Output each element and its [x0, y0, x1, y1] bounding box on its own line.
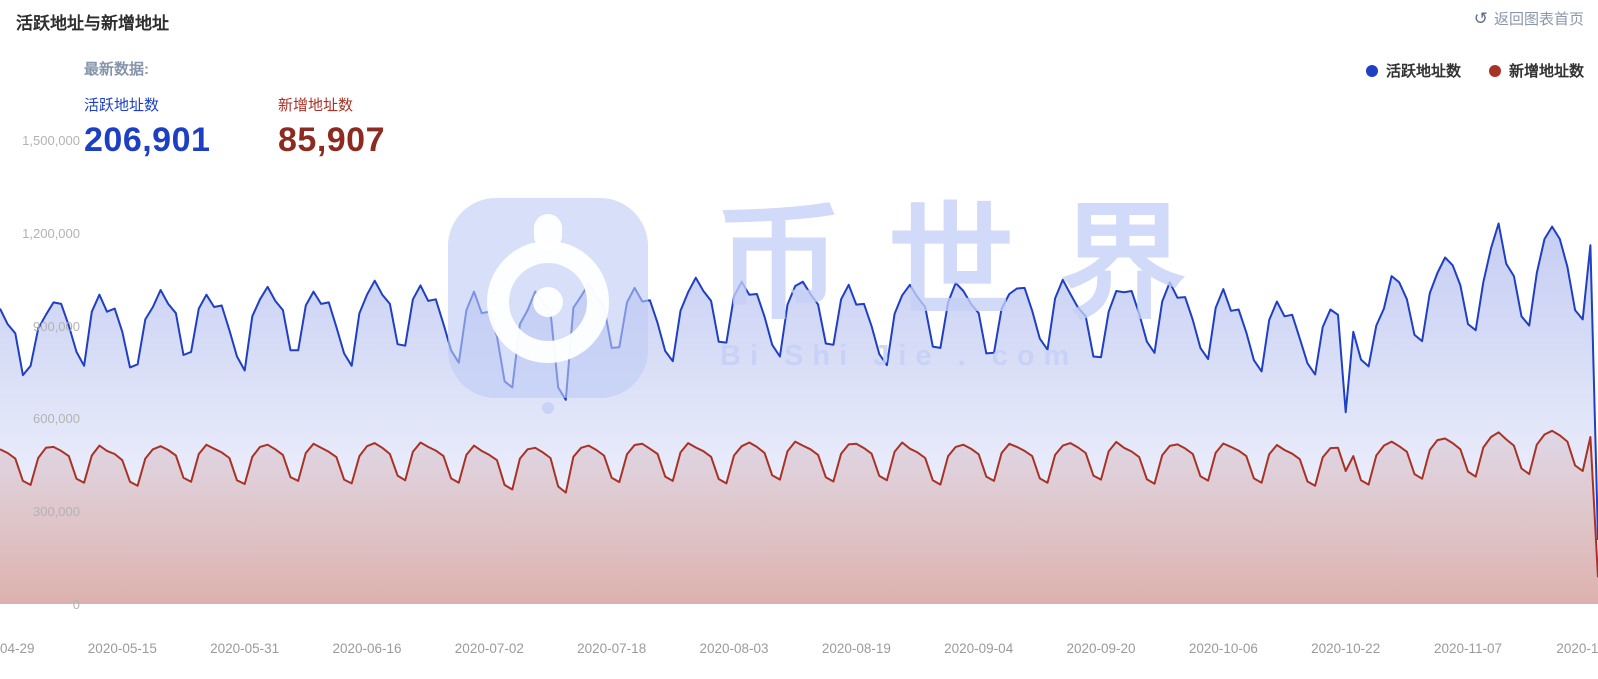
latest-active-label: 活跃地址数	[84, 97, 160, 114]
latest-new-label: 新增地址数	[278, 97, 354, 114]
legend-item-active-addresses[interactable]: 活跃地址数	[1365, 60, 1461, 81]
legend-item-new-addresses[interactable]: 新增地址数	[1488, 60, 1584, 81]
latest-data-heading: 最新数据:	[84, 61, 149, 78]
latest-new-addresses: 新增地址数 85,907	[278, 94, 408, 160]
page-title: 活跃地址与新增地址	[16, 14, 169, 33]
legend-dot-icon	[1488, 64, 1501, 77]
return-arrow-icon: ↺	[1473, 8, 1488, 28]
back-link-label: 返回图表首页	[1493, 11, 1584, 28]
back-to-charts-link[interactable]: ↺ 返回图表首页	[1474, 8, 1584, 29]
latest-active-addresses: 活跃地址数 206,901	[84, 94, 214, 160]
chart-legend: 活跃地址数 新增地址数	[1365, 60, 1584, 81]
latest-data-panel: 最新数据: 活跃地址数 206,901 新增地址数 85,907	[84, 58, 408, 160]
legend-dot-icon	[1365, 64, 1378, 77]
legend-label: 新增地址数	[1508, 63, 1584, 80]
latest-active-value: 206,901	[84, 121, 211, 159]
latest-new-value: 85,907	[278, 121, 385, 159]
legend-label: 活跃地址数	[1385, 63, 1461, 80]
